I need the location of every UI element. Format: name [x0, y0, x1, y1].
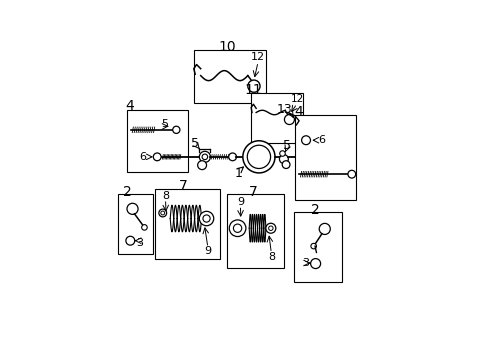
Circle shape: [310, 243, 316, 249]
Circle shape: [319, 223, 329, 234]
Text: 3: 3: [301, 258, 308, 268]
Text: 7: 7: [248, 185, 257, 198]
Text: 4: 4: [294, 105, 303, 120]
Text: 6: 6: [139, 152, 146, 162]
Text: 3: 3: [136, 238, 142, 248]
Circle shape: [161, 211, 164, 215]
Text: 8: 8: [267, 252, 274, 262]
Circle shape: [243, 141, 274, 173]
Circle shape: [301, 136, 310, 145]
Bar: [117, 194, 153, 254]
Text: 6: 6: [317, 135, 324, 145]
Circle shape: [279, 151, 285, 156]
Text: 10: 10: [218, 40, 235, 54]
Circle shape: [347, 170, 355, 178]
Text: 13: 13: [276, 103, 292, 116]
Circle shape: [199, 151, 210, 162]
Bar: [294, 115, 355, 200]
Circle shape: [142, 225, 147, 230]
Text: 5: 5: [190, 137, 198, 150]
Bar: [250, 93, 303, 143]
Text: 2: 2: [311, 203, 320, 216]
Circle shape: [229, 220, 245, 237]
Circle shape: [265, 223, 275, 233]
Text: 12: 12: [250, 52, 264, 62]
Circle shape: [172, 126, 180, 134]
Circle shape: [233, 224, 241, 233]
Circle shape: [127, 203, 138, 214]
Circle shape: [247, 80, 260, 92]
Circle shape: [247, 145, 270, 168]
Bar: [155, 189, 219, 260]
Text: 5: 5: [161, 118, 168, 129]
Text: 8: 8: [162, 191, 169, 201]
Circle shape: [203, 215, 210, 222]
Text: 5: 5: [282, 139, 290, 152]
Circle shape: [279, 155, 288, 163]
Circle shape: [282, 161, 289, 168]
Text: 4: 4: [125, 99, 134, 113]
Circle shape: [284, 114, 294, 125]
Text: 11: 11: [244, 83, 262, 97]
Circle shape: [153, 153, 161, 161]
Bar: [127, 110, 188, 172]
Circle shape: [159, 209, 166, 217]
Circle shape: [125, 236, 135, 245]
Circle shape: [202, 154, 207, 159]
Bar: [293, 212, 342, 282]
Text: 2: 2: [123, 185, 132, 198]
Text: 9: 9: [204, 246, 211, 256]
Circle shape: [228, 153, 236, 161]
Text: 1: 1: [234, 167, 242, 180]
Bar: [226, 194, 284, 268]
Circle shape: [268, 226, 272, 230]
Text: 9: 9: [236, 197, 244, 207]
Circle shape: [197, 161, 206, 170]
Text: 12: 12: [290, 94, 303, 104]
Text: 7: 7: [179, 179, 187, 193]
Circle shape: [199, 211, 213, 226]
Bar: [193, 50, 265, 103]
Circle shape: [310, 258, 320, 269]
